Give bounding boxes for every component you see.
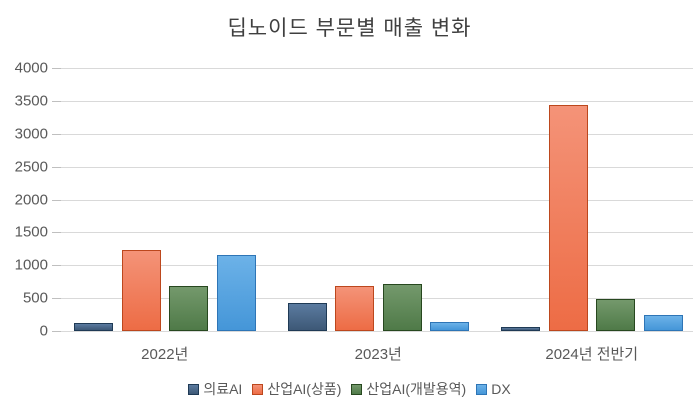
gridline	[56, 265, 693, 267]
legend-label: 의료AI	[203, 381, 243, 397]
legend-swatch-icon	[252, 383, 264, 395]
gridline	[56, 68, 693, 69]
bar-series-1-group-0	[121, 250, 161, 331]
bar-series-0-group-2	[501, 327, 540, 331]
legend-swatch-icon	[476, 383, 488, 395]
y-axis-label: 2500	[14, 158, 48, 176]
x-axis-label: 2024년 전반기	[545, 346, 639, 363]
legend-label: 산업AI(개발용역)	[366, 381, 467, 397]
gridline	[56, 133, 693, 135]
chart-title: 딥노이드 부문별 매출 변화	[227, 17, 472, 40]
bar-series-0-group-1	[287, 302, 327, 331]
legend-item-1: 산업AI(상품)	[252, 379, 341, 399]
legend-label: DX	[491, 381, 511, 397]
legend-swatch-icon	[351, 383, 363, 395]
gridline	[56, 298, 693, 300]
legend-item-0: 의료AI	[188, 379, 242, 399]
gridline	[56, 232, 693, 234]
y-axis-tick	[52, 331, 61, 332]
bar-series-3-group-1	[430, 322, 469, 331]
bar-series-1-group-1	[335, 285, 374, 331]
y-axis-label: 1000	[14, 256, 48, 274]
y-axis-tick	[52, 100, 61, 102]
x-axis-label: 2023년	[354, 346, 402, 363]
y-axis-label: 1500	[14, 223, 48, 241]
legend-item-3: DX	[476, 381, 511, 397]
y-axis-tick	[52, 199, 61, 201]
y-axis-tick	[52, 68, 61, 69]
gridline	[56, 166, 693, 168]
legend-item-2: 산업AI(개발용역)	[351, 379, 466, 399]
gridline	[56, 331, 693, 332]
bar-series-0-group-0	[74, 323, 113, 331]
x-axis-label: 2022년	[141, 346, 189, 363]
y-axis-label: 4000	[14, 59, 48, 77]
y-axis-label: 2000	[14, 191, 48, 208]
y-axis-tick	[52, 166, 61, 168]
y-axis-label: 0	[39, 322, 48, 340]
y-axis-tick	[52, 265, 61, 267]
y-axis-label: 500	[22, 289, 48, 307]
bar-series-3-group-2	[643, 314, 683, 331]
legend-label: 산업AI(상품)	[267, 381, 342, 397]
y-axis-label: 3500	[14, 92, 48, 110]
y-axis-tick	[52, 298, 61, 300]
legend-swatch-icon	[188, 383, 200, 395]
bar-series-3-group-0	[216, 255, 256, 331]
y-axis-tick	[52, 232, 61, 234]
bar-series-2-group-0	[169, 285, 208, 331]
legend: 의료AI 산업AI(상품) 산업AI(개발용역) DX	[0, 379, 699, 399]
gridline	[56, 100, 693, 102]
bar-series-1-group-2	[548, 105, 588, 331]
bar-series-2-group-2	[596, 298, 635, 331]
bar-series-2-group-1	[382, 283, 422, 331]
y-axis-tick	[52, 133, 61, 135]
gridline	[56, 199, 693, 201]
y-axis-label: 3000	[14, 125, 48, 143]
